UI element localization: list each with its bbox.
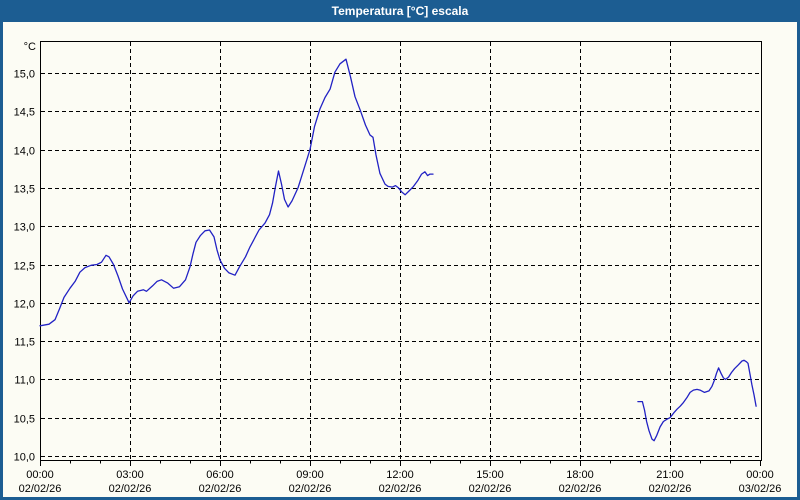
x-tick-time-label: 00:00 [746,469,774,481]
y-axis-unit-label: °C [24,41,36,53]
x-tick-time-label: 09:00 [296,469,324,481]
x-tick-time-label: 15:00 [476,469,504,481]
x-tick-date-label: 02/02/26 [289,483,332,495]
y-tick-label: 12,5 [14,261,35,273]
y-tick-label: 13,0 [14,222,35,234]
title-bar[interactable]: Temperatura [°C] escala [0,0,800,22]
x-tick-time-label: 03:00 [116,469,144,481]
y-tick-label: 10,0 [14,452,35,464]
y-tick-label: 14,5 [14,107,35,119]
x-tick-date-label: 02/02/26 [649,483,692,495]
y-tick-label: 15,0 [14,69,35,81]
x-tick-time-label: 00:00 [26,469,54,481]
y-tick-label: 11,0 [14,375,35,387]
x-tick-time-label: 12:00 [386,469,414,481]
y-tick-label: 12,0 [14,299,35,311]
y-tick-label: 10,5 [14,414,35,426]
x-tick-time-label: 06:00 [206,469,234,481]
x-tick-date-label: 02/02/26 [469,483,512,495]
x-tick-time-label: 18:00 [566,469,594,481]
temperature-line-segment [39,58,434,327]
y-tick-label: 13,5 [14,184,35,196]
x-tick-time-label: 21:00 [656,469,684,481]
x-tick-date-label: 02/02/26 [559,483,602,495]
x-tick-date-label: 02/02/26 [379,483,422,495]
x-tick-date-label: 02/02/26 [19,483,62,495]
x-tick-date-label: 02/02/26 [109,483,152,495]
window-title: Temperatura [°C] escala [331,4,469,18]
temperature-line-segment [637,359,757,442]
x-tick-date-label: 02/02/26 [199,483,242,495]
plot-frame [40,41,762,461]
y-tick-label: 11,5 [14,337,35,349]
x-tick-date-label: 03/02/26 [739,483,782,495]
y-tick-label: 14,0 [14,146,35,158]
